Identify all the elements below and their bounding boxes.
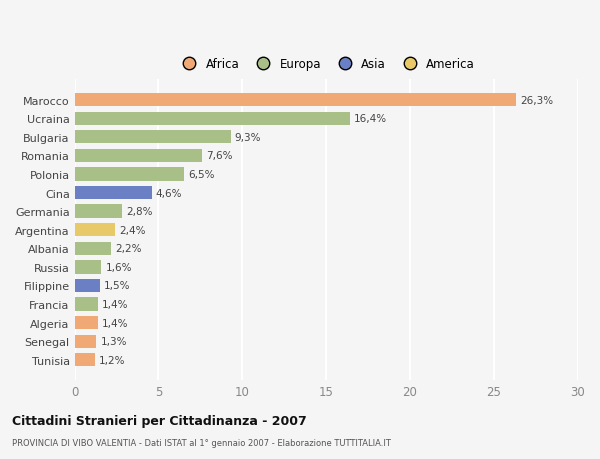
Bar [74,353,95,367]
Bar [74,224,115,237]
Text: 1,2%: 1,2% [99,355,125,365]
Bar [74,298,98,311]
Text: 7,6%: 7,6% [206,151,233,161]
Text: 2,8%: 2,8% [126,207,152,217]
Text: 1,4%: 1,4% [102,299,129,309]
Bar [74,149,202,162]
Text: 26,3%: 26,3% [520,95,553,106]
Text: 1,5%: 1,5% [104,281,130,291]
Bar [74,205,122,218]
Bar [74,131,230,144]
Text: 6,5%: 6,5% [188,169,214,179]
Bar [74,279,100,292]
Legend: Africa, Europa, Asia, America: Africa, Europa, Asia, America [173,53,479,75]
Text: PROVINCIA DI VIBO VALENTIA - Dati ISTAT al 1° gennaio 2007 - Elaborazione TUTTIT: PROVINCIA DI VIBO VALENTIA - Dati ISTAT … [12,438,391,447]
Text: 1,4%: 1,4% [102,318,129,328]
Text: 9,3%: 9,3% [235,133,261,142]
Bar [74,261,101,274]
Bar [74,168,184,181]
Bar [74,316,98,330]
Text: 16,4%: 16,4% [354,114,387,124]
Bar [74,112,350,126]
Text: 4,6%: 4,6% [156,188,182,198]
Bar [74,335,97,348]
Text: 2,2%: 2,2% [116,244,142,254]
Text: 1,3%: 1,3% [101,336,127,347]
Text: 2,4%: 2,4% [119,225,146,235]
Bar [74,186,152,200]
Text: Cittadini Stranieri per Cittadinanza - 2007: Cittadini Stranieri per Cittadinanza - 2… [12,414,307,428]
Bar [74,94,515,107]
Text: 1,6%: 1,6% [106,262,132,272]
Bar [74,242,112,255]
